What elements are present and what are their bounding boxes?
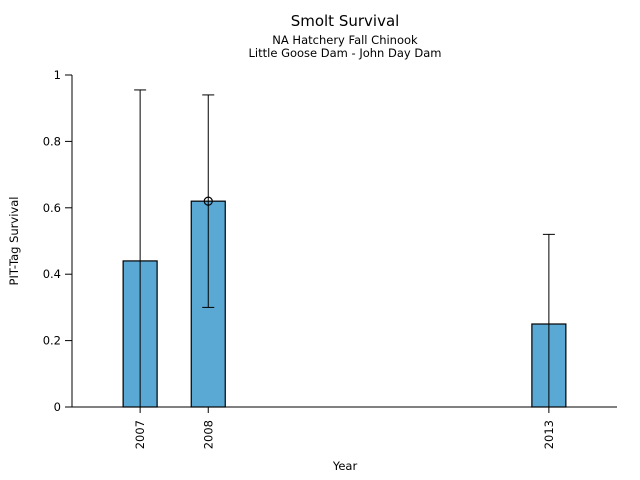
x-tick-label: 2013 (542, 420, 556, 449)
chart-title: Smolt Survival (290, 12, 400, 30)
x-axis-label: Year (332, 459, 358, 473)
chart-subtitle-line2: Little Goose Dam - John Day Dam (248, 46, 442, 60)
y-tick-label: 0.2 (43, 334, 61, 348)
chart-subtitle-line1: NA Hatchery Fall Chinook (272, 33, 418, 47)
y-tick-label: 0.4 (43, 267, 61, 281)
y-tick-label: 1 (54, 68, 61, 82)
y-tick-label: 0 (54, 400, 61, 414)
y-axis-label: PIT-Tag Survival (7, 196, 21, 286)
x-tick-label: 2008 (201, 420, 215, 449)
point-marker-2008 (203, 196, 213, 206)
y-tick-label: 0.8 (43, 134, 61, 148)
y-tick-label: 0.6 (43, 201, 61, 215)
x-tick-label: 2007 (133, 420, 147, 449)
